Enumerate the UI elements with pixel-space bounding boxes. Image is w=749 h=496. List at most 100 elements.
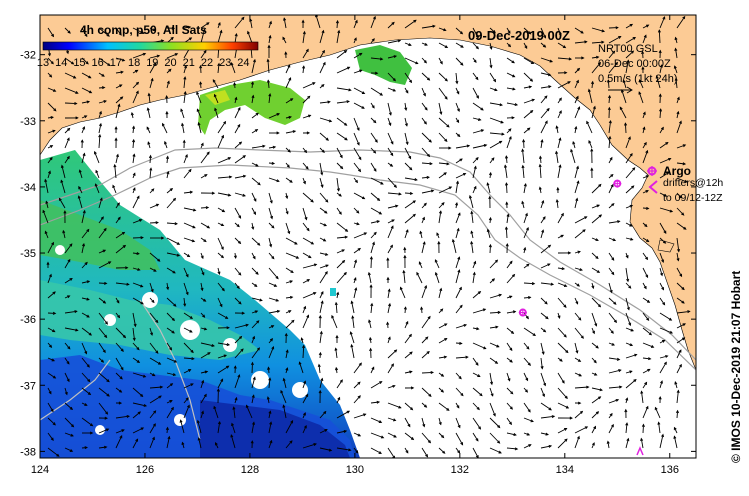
current-arrow-head bbox=[361, 91, 366, 94]
current-arrow-head bbox=[81, 242, 86, 247]
current-arrow bbox=[249, 19, 253, 29]
current-arrow-head bbox=[169, 383, 174, 387]
current-arrow-head bbox=[152, 373, 156, 377]
current-arrow-head bbox=[165, 155, 170, 159]
current-arrow-head bbox=[257, 242, 261, 246]
current-arrow-head bbox=[207, 352, 211, 356]
current-arrow-head bbox=[320, 172, 324, 176]
current-arrow-head bbox=[254, 129, 259, 133]
current-arrow bbox=[370, 367, 375, 374]
current-arrow bbox=[438, 402, 450, 411]
current-arrow-head bbox=[191, 239, 196, 243]
current-arrow bbox=[574, 216, 587, 224]
current-arrow-head bbox=[579, 268, 583, 272]
current-arrow bbox=[370, 232, 377, 239]
current-arrow-head bbox=[180, 108, 184, 112]
current-arrow bbox=[625, 185, 635, 194]
current-arrow-head bbox=[457, 424, 461, 429]
current-arrow bbox=[404, 334, 412, 344]
current-arrow bbox=[132, 357, 140, 363]
current-arrow-head bbox=[227, 157, 232, 160]
current-arrow bbox=[421, 285, 427, 299]
current-arrow-head bbox=[612, 238, 617, 242]
current-arrow-head bbox=[611, 342, 616, 346]
current-arrow bbox=[489, 87, 497, 91]
current-arrow-head bbox=[233, 255, 237, 260]
current-arrow bbox=[197, 420, 202, 434]
current-arrow-head bbox=[306, 314, 310, 318]
current-arrow-head bbox=[170, 36, 174, 40]
current-arrow-head bbox=[228, 175, 233, 179]
current-arrow-head bbox=[655, 75, 659, 79]
current-arrow bbox=[404, 72, 412, 83]
current-arrow-head bbox=[241, 311, 246, 315]
current-arrow bbox=[231, 423, 236, 434]
current-arrow-head bbox=[436, 232, 440, 236]
current-arrow-head bbox=[191, 357, 195, 361]
current-arrow bbox=[455, 42, 464, 48]
current-arrow-head bbox=[389, 163, 394, 167]
current-arrow-head bbox=[69, 449, 74, 452]
current-arrow bbox=[438, 417, 442, 425]
current-arrow bbox=[608, 399, 619, 404]
current-arrow-head bbox=[269, 200, 273, 204]
current-arrow bbox=[268, 222, 275, 229]
current-arrow bbox=[285, 130, 296, 134]
current-arrow bbox=[280, 390, 287, 404]
current-arrow-head bbox=[606, 440, 610, 444]
current-arrow-head bbox=[580, 335, 584, 339]
current-arrow-head bbox=[510, 330, 515, 335]
current-arrow bbox=[98, 402, 108, 415]
current-arrow bbox=[623, 80, 627, 89]
current-arrow-head bbox=[414, 178, 418, 182]
current-arrow bbox=[214, 108, 219, 119]
current-arrow bbox=[659, 109, 662, 119]
current-arrow bbox=[183, 191, 193, 194]
current-arrow-head bbox=[489, 46, 493, 50]
current-arrow bbox=[64, 327, 78, 331]
current-arrow bbox=[387, 417, 396, 421]
current-arrow bbox=[183, 369, 191, 374]
current-arrow-head bbox=[310, 241, 315, 245]
current-arrow-head bbox=[684, 179, 688, 183]
current-arrow bbox=[234, 155, 246, 164]
current-arrow-head bbox=[310, 199, 314, 203]
current-arrow-head bbox=[646, 317, 650, 321]
current-arrow-head bbox=[282, 377, 286, 382]
current-arrow-head bbox=[392, 384, 396, 388]
current-arrow-head bbox=[157, 361, 162, 365]
current-arrow-head bbox=[203, 239, 207, 243]
current-arrow bbox=[98, 216, 104, 224]
current-arrow-head bbox=[135, 81, 140, 85]
current-arrow-head bbox=[544, 95, 548, 99]
current-arrow-head bbox=[676, 96, 680, 101]
current-arrow bbox=[540, 108, 550, 119]
y-tick-label: -33 bbox=[20, 116, 36, 128]
current-arrow bbox=[98, 297, 106, 304]
current-arrow-head bbox=[504, 182, 509, 186]
current-arrow bbox=[659, 282, 664, 290]
current-arrow bbox=[81, 297, 90, 301]
current-arrow-head bbox=[440, 373, 445, 377]
current-arrow-head bbox=[443, 355, 448, 359]
current-arrow-head bbox=[147, 141, 151, 145]
current-arrow bbox=[285, 98, 293, 104]
current-arrow-head bbox=[626, 59, 630, 63]
current-arrow-head bbox=[285, 195, 289, 200]
current-arrow-head bbox=[440, 389, 445, 393]
current-arrow-head bbox=[206, 22, 210, 26]
colorbar-tick-label: 21 bbox=[183, 57, 195, 69]
current-arrow bbox=[404, 417, 411, 427]
current-arrow-head bbox=[354, 19, 358, 24]
current-arrow bbox=[115, 342, 124, 352]
current-arrow-head bbox=[391, 21, 395, 25]
current-arrow-head bbox=[185, 397, 189, 401]
current-arrow-head bbox=[479, 393, 483, 397]
current-arrow-head bbox=[599, 388, 603, 392]
current-arrow bbox=[81, 72, 91, 79]
current-arrow bbox=[676, 16, 686, 29]
current-arrow bbox=[521, 201, 525, 209]
current-arrow-head bbox=[363, 413, 367, 417]
current-arrow bbox=[400, 287, 406, 299]
current-arrow bbox=[506, 87, 515, 90]
